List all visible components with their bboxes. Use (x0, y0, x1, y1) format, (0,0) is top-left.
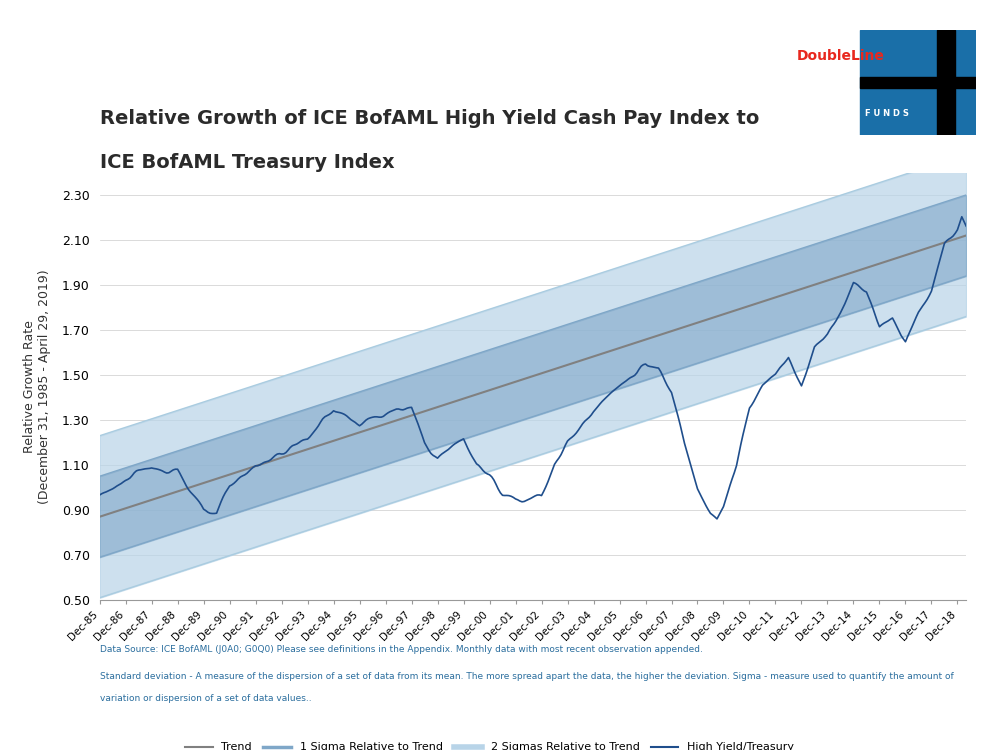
Text: ICE BofAML Treasury Index: ICE BofAML Treasury Index (100, 154, 394, 173)
Y-axis label: Relative Growth Rate
(December 31, 1985 - April 29, 2019): Relative Growth Rate (December 31, 1985 … (23, 269, 51, 503)
Legend: Trend, 1 Sigma Relative to Trend, 2 Sigmas Relative to Trend, High Yield/Treasur: Trend, 1 Sigma Relative to Trend, 2 Sigm… (180, 738, 799, 750)
Text: variation or dispersion of a set of data values..: variation or dispersion of a set of data… (100, 694, 311, 703)
Bar (860, 30, 976, 135)
Text: Data Source: ICE BofAML (J0A0; G0Q0) Please see definitions in the Appendix. Mon: Data Source: ICE BofAML (J0A0; G0Q0) Ple… (100, 646, 702, 655)
Text: Relative Growth of ICE BofAML High Yield Cash Pay Index to: Relative Growth of ICE BofAML High Yield… (100, 109, 759, 128)
Text: Standard deviation - A measure of the dispersion of a set of data from its mean.: Standard deviation - A measure of the di… (100, 672, 953, 681)
Bar (860, 77, 976, 88)
Bar (936, 30, 954, 135)
Text: F U N D S: F U N D S (865, 110, 908, 118)
Text: DoubleLine: DoubleLine (797, 50, 884, 63)
